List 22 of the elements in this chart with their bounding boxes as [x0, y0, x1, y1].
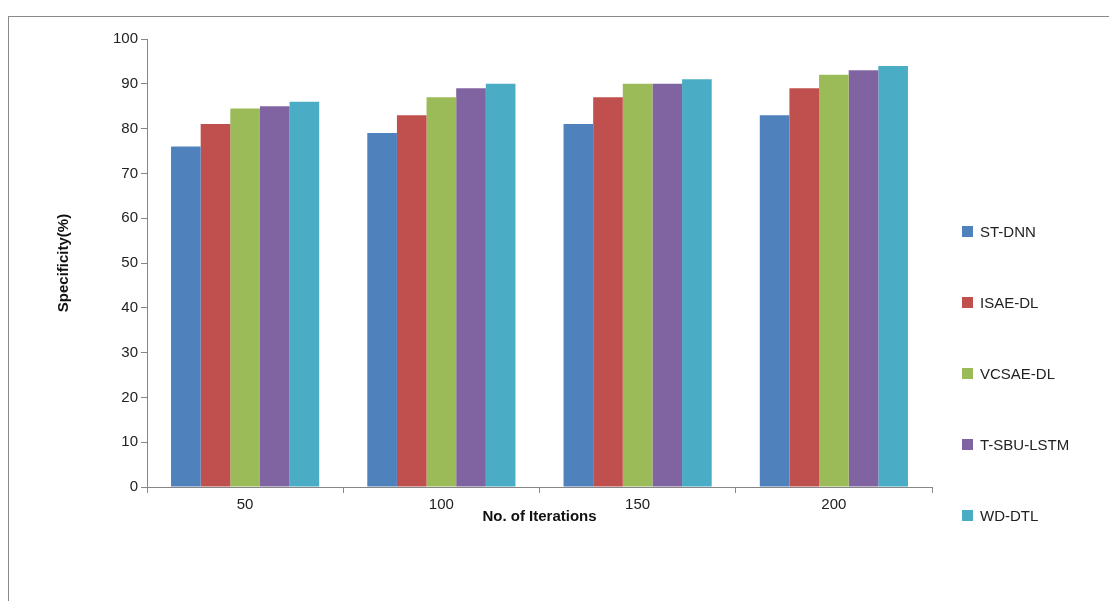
- y-tick-label: 30: [121, 342, 138, 360]
- y-tick-label: 100: [112, 29, 138, 47]
- y-tick-label: 50: [121, 253, 138, 271]
- y-axis-title: Specificity(%): [54, 213, 72, 313]
- x-axis-title: No. of Iterations: [482, 507, 597, 525]
- y-tick-label: 20: [121, 387, 138, 405]
- y-tick-label: 80: [121, 118, 138, 136]
- y-tick-label: 10: [121, 432, 138, 450]
- y-tick-label: 90: [121, 73, 138, 91]
- x-tick-label: 100: [428, 495, 454, 513]
- legend-label: T-SBU-LSTM: [980, 435, 1070, 453]
- y-tick-label: 40: [121, 297, 138, 315]
- legend-label: ST-DNN: [980, 222, 1036, 240]
- y-tick-label: 70: [121, 163, 138, 181]
- y-tick-label: 0: [129, 477, 138, 495]
- legend-label: VCSAE-DL: [980, 364, 1056, 382]
- x-tick-label: 150: [625, 495, 651, 513]
- legend-label: WD-DTL: [980, 506, 1039, 524]
- x-tick-label: 200: [821, 495, 847, 513]
- legend-label: ISAE-DL: [980, 293, 1039, 311]
- x-tick-label: 50: [236, 495, 254, 513]
- y-tick-label: 60: [121, 208, 138, 226]
